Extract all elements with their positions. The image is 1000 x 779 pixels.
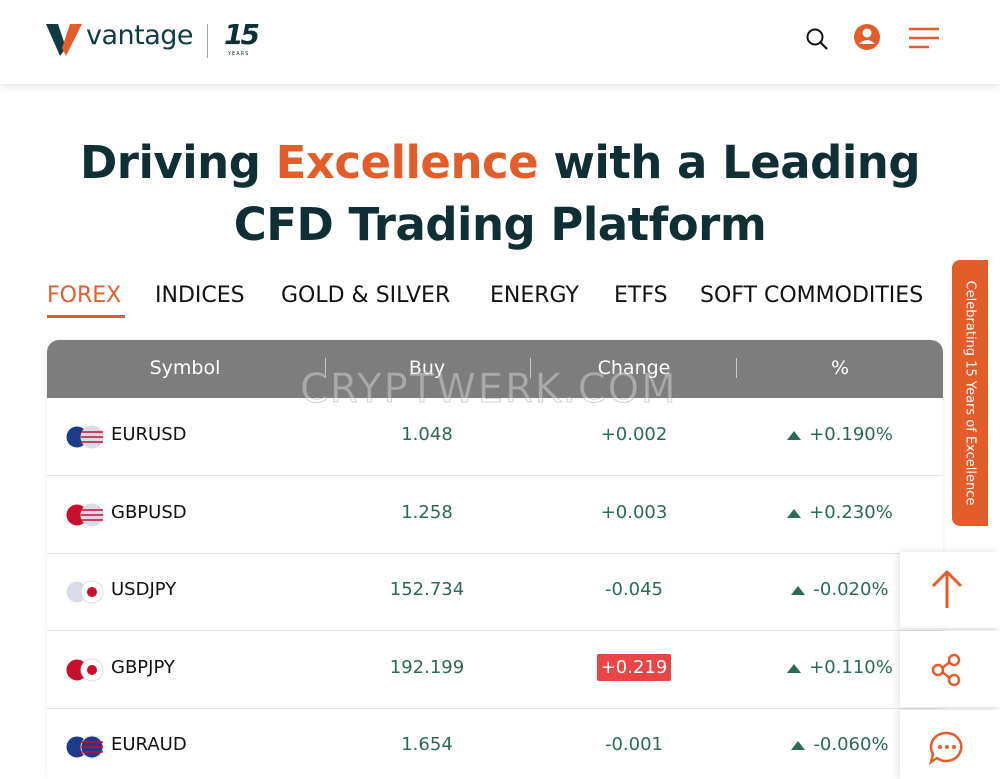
percent-cell: -0.020%	[740, 579, 940, 600]
side-tab-text: Celebrating 15 Years of Excellence	[962, 280, 978, 506]
column-header: %	[830, 357, 850, 379]
currency-flags	[65, 735, 104, 759]
headline-line-1: Driving Excellence with a Leading	[0, 136, 1000, 189]
currency-flags	[65, 503, 104, 526]
up-arrow-icon	[931, 570, 963, 608]
tab[interactable]: SOFT COMMODITIES	[700, 283, 924, 308]
table-header: Symbol Buy Change%	[47, 340, 943, 398]
percent-cell: -0.060%	[740, 734, 940, 755]
tab[interactable]: GOLD & SILVER	[281, 283, 451, 308]
header: vantage 15 YEARS	[0, 0, 1000, 84]
side-tab[interactable]: Celebrating 15 Years of Excellence	[952, 260, 988, 526]
symbol: EURAUD	[111, 734, 187, 755]
change: +0.003	[600, 501, 668, 523]
column-header: Buy	[408, 357, 446, 379]
change-cell: -0.045	[534, 579, 734, 600]
up-triangle	[791, 586, 806, 595]
change-cell: +0.219	[534, 653, 734, 681]
tab[interactable]: INDICES	[155, 283, 245, 308]
percent: -0.020%	[813, 579, 889, 600]
menu-icon[interactable]	[909, 27, 941, 51]
percent: +0.230%	[809, 501, 893, 523]
up-triangle	[787, 508, 802, 518]
column-separator	[325, 358, 326, 378]
logo-mark[interactable]	[46, 22, 84, 58]
symbol: GBPJPY	[111, 656, 175, 678]
percent: -0.060%	[813, 734, 889, 755]
column-separator	[736, 358, 737, 378]
change: -0.001	[604, 734, 664, 755]
separator	[207, 24, 208, 58]
share-icon	[931, 653, 961, 687]
change-cell: -0.001	[534, 734, 734, 755]
percent: +0.190%	[809, 424, 893, 445]
tab[interactable]: ETFS	[614, 283, 668, 308]
buy-price: 1.654	[401, 734, 453, 755]
tab-underline	[47, 315, 125, 318]
chat-button[interactable]	[900, 710, 1000, 779]
headline-text: with a Leading	[538, 136, 921, 189]
change-cell: +0.003	[534, 502, 734, 523]
headline-line-2: CFD Trading Platform	[233, 198, 767, 251]
symbol: GBPUSD	[111, 501, 187, 523]
percent-cell: +0.190%	[740, 424, 940, 445]
chat-icon	[929, 731, 963, 765]
up-triangle	[787, 663, 802, 673]
column-header: Symbol	[149, 357, 221, 379]
headline-highlight: Excellence	[275, 136, 539, 189]
tab[interactable]: FOREX	[47, 283, 122, 308]
search-icon[interactable]	[805, 27, 829, 51]
buy-price: 1.258	[401, 501, 453, 523]
percent: +0.110%	[809, 656, 893, 678]
change: +0.219	[596, 653, 672, 681]
symbol: EURUSD	[111, 424, 187, 445]
symbol: USDJPY	[111, 579, 177, 600]
buy-price: 192.199	[389, 656, 465, 678]
table-row[interactable]: USDJPY 152.734 -0.045 -0.020%	[47, 553, 943, 631]
change: +0.002	[600, 424, 668, 445]
anniversary-word: YEARS	[228, 51, 250, 57]
table-row[interactable]: EURUSD 1.048 +0.002 +0.190%	[47, 398, 943, 476]
table-row[interactable]: EURAUD 1.654 -0.001 -0.060%	[47, 708, 943, 779]
percent-cell: +0.230%	[740, 502, 940, 523]
anniversary-number: 15	[224, 18, 260, 51]
account-icon[interactable]	[853, 23, 881, 51]
up-triangle	[791, 741, 806, 750]
column-header: Change	[597, 357, 671, 379]
currency-flags	[65, 580, 104, 604]
price-table: Symbol Buy Change% EURUSD 1.048 +0.002 +0.190…	[47, 340, 943, 779]
change: -0.045	[604, 579, 664, 600]
column-separator	[530, 358, 531, 378]
buy-price: 152.734	[389, 579, 465, 600]
logo-text[interactable]: vantage	[86, 20, 194, 51]
currency-flags	[65, 425, 104, 449]
table-row[interactable]: GBPJPY 192.199 +0.219 +0.110%	[47, 631, 943, 709]
buy-price: 1.048	[401, 424, 453, 445]
share-button[interactable]	[900, 631, 1000, 707]
percent-cell: +0.110%	[740, 657, 940, 678]
scroll-top-button[interactable]	[900, 552, 1000, 628]
tab[interactable]: ENERGY	[490, 283, 579, 308]
currency-flags	[65, 658, 104, 681]
change-cell: +0.002	[534, 424, 734, 445]
up-triangle	[787, 431, 802, 440]
headline-text: Driving	[79, 136, 276, 189]
watermark: CRYPTWERK.COM	[300, 366, 678, 413]
table-row[interactable]: GBPUSD 1.258 +0.003 +0.230%	[47, 476, 943, 554]
